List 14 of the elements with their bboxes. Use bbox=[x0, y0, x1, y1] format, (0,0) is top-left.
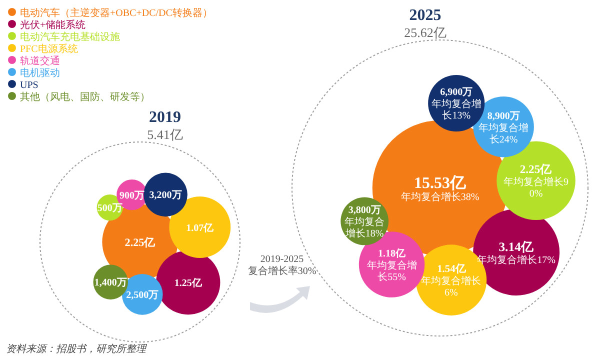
text: 25.62亿 bbox=[404, 25, 446, 40]
legend-label: PFC电源系统 bbox=[20, 43, 78, 55]
legend-label: 其他（风电、国防、研发等） bbox=[20, 91, 150, 103]
category-label: 2025 bbox=[409, 7, 442, 24]
legend-label: 电机驱动 bbox=[20, 67, 60, 79]
annotation: 2019-2025 复合增长率30% bbox=[248, 254, 316, 277]
legend-label: 轨道交通 bbox=[20, 55, 60, 67]
text: 5.41亿 bbox=[147, 127, 183, 142]
legend-label: UPS bbox=[20, 80, 38, 91]
legend-label: 光伏+储能系统 bbox=[20, 19, 86, 31]
legend-label: 电动汽车充电基础设施 bbox=[20, 31, 120, 43]
text: 资料来源：招股书，研究所整理 bbox=[6, 343, 147, 355]
legend-label: 电动汽车（主逆变器+OBC+DC/DC转换器） bbox=[20, 7, 212, 19]
category-label: 2019 bbox=[149, 109, 181, 126]
